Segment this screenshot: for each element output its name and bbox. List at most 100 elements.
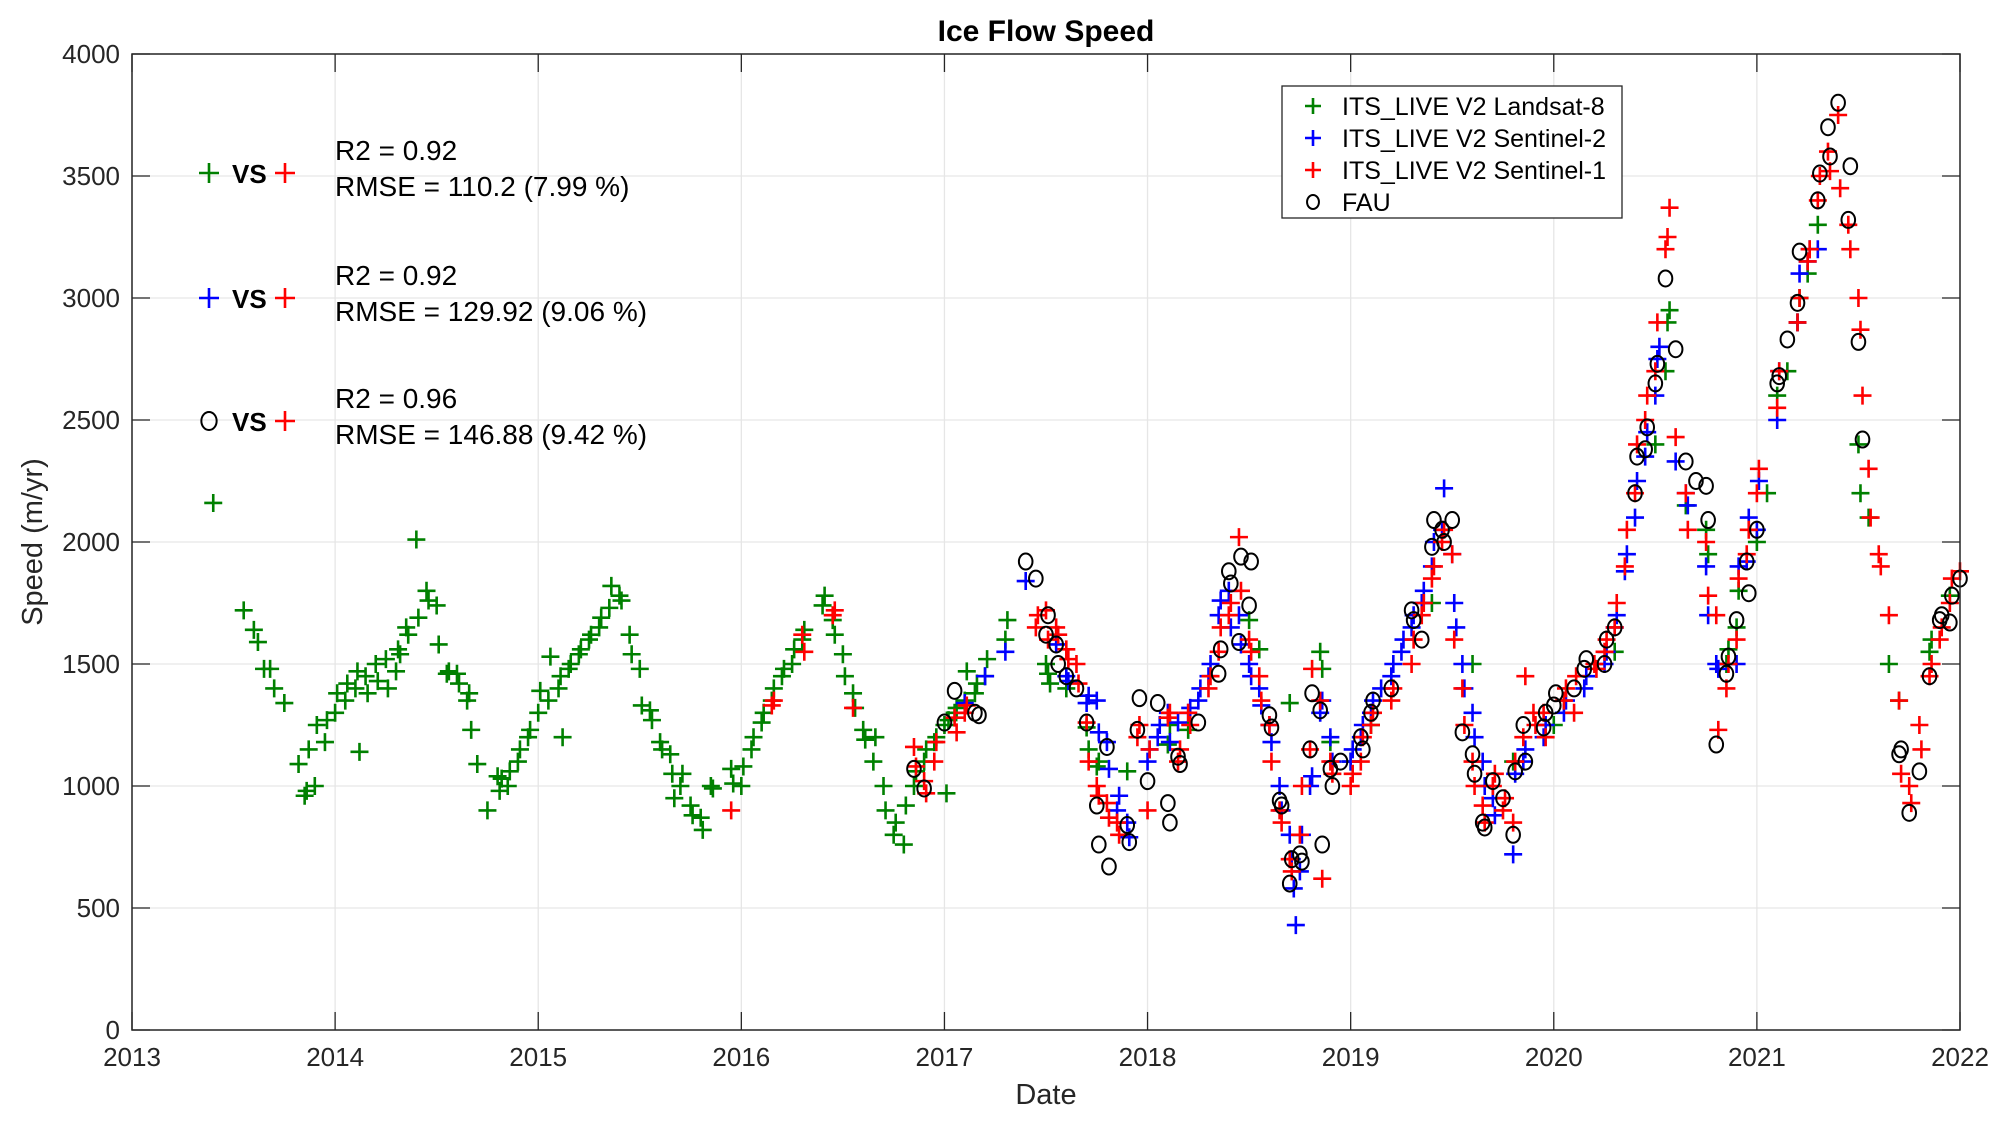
legend-plus-icon [1305, 130, 1321, 146]
plus-glyph [854, 720, 873, 739]
data-point-plus [1311, 642, 1330, 661]
data-point-plus [1727, 630, 1746, 649]
data-point-plus [1798, 252, 1817, 271]
data-point-plus [701, 777, 720, 795]
data-point-plus [1900, 777, 1919, 795]
plus-glyph [1079, 752, 1098, 771]
data-point-circle [1261, 706, 1278, 725]
data-point-circle [1700, 511, 1716, 530]
legend: ITS_LIVE V2 Landsat-8 ITS_LIVE V2 Sentine… [1281, 85, 1623, 219]
plus-glyph [1181, 716, 1200, 734]
data-point-plus [317, 711, 336, 730]
plus-glyph [1382, 691, 1401, 710]
data-point-circle [1050, 655, 1066, 673]
plus-glyph [1666, 428, 1685, 447]
legend-plus-icon [1305, 162, 1321, 178]
data-point-plus [602, 576, 621, 595]
data-point-plus [681, 796, 700, 815]
plus-glyph [1282, 862, 1301, 881]
plus-glyph [376, 650, 395, 669]
data-point-plus [1626, 508, 1645, 527]
data-point-plus [1861, 508, 1880, 527]
data-point-plus [622, 645, 641, 664]
data-point-plus [468, 755, 487, 774]
plus-glyph [1617, 520, 1636, 539]
data-point-circle [1485, 772, 1501, 791]
data-point-plus [1920, 642, 1939, 661]
data-point-circle [1850, 332, 1867, 351]
sentinel1-plus-icon [275, 411, 295, 431]
data-point-plus [261, 659, 280, 678]
data-point-plus [1067, 655, 1086, 673]
plus-glyph [1435, 520, 1454, 539]
data-point-circle [1657, 269, 1674, 288]
landsat-plus-icon [199, 163, 219, 183]
data-point-plus [1494, 801, 1512, 820]
data-point-plus [1087, 777, 1106, 795]
data-point-plus [1089, 786, 1108, 805]
data-point-plus [1676, 484, 1695, 503]
plus-glyph [409, 608, 428, 627]
data-point-plus [1229, 528, 1248, 547]
plus-glyph [1270, 801, 1289, 820]
data-point-circle [1263, 718, 1280, 737]
data-point-plus [1252, 691, 1271, 710]
plus-glyph [1849, 289, 1868, 307]
data-point-circle [1028, 569, 1044, 588]
plus-glyph [1343, 740, 1362, 759]
plus-glyph [1739, 520, 1758, 539]
data-point-plus [1808, 215, 1827, 234]
data-point-circle [1091, 835, 1107, 854]
data-point-circle [1893, 740, 1909, 759]
data-point-plus [478, 801, 497, 820]
data-point-plus [998, 611, 1017, 630]
data-point-plus [1922, 655, 1941, 673]
data-point-plus [856, 730, 875, 749]
plus-glyph [1851, 484, 1870, 503]
data-point-circle [1099, 737, 1115, 756]
data-point-plus [754, 703, 773, 722]
plus-glyph [876, 801, 895, 820]
legend-label: ITS_LIVE V2 Sentinel-2 [1342, 125, 1606, 153]
plus-glyph [429, 635, 448, 654]
plus-glyph [1089, 723, 1108, 742]
plus-glyph [1445, 594, 1464, 612]
data-point-plus [1504, 813, 1523, 832]
plus-glyph [683, 806, 702, 825]
data-point-plus [1851, 320, 1870, 339]
plus-glyph [600, 598, 619, 617]
data-point-circle [1223, 574, 1239, 593]
data-point-plus [1942, 569, 1961, 588]
data-point-plus [917, 784, 936, 803]
data-point-plus [531, 681, 550, 700]
plus-glyph [874, 777, 893, 795]
data-point-circle [1129, 720, 1146, 739]
data-point-plus [703, 779, 722, 798]
data-point-circle [1789, 293, 1806, 312]
plus-glyph [1290, 825, 1309, 844]
plus-glyph [1067, 655, 1086, 673]
plus-glyph [1221, 594, 1240, 612]
data-point-circle [1426, 511, 1442, 530]
plus-glyph [1788, 313, 1807, 332]
plus-glyph [1859, 459, 1878, 478]
data-point-circle [1515, 716, 1532, 734]
plus-glyph [1414, 594, 1433, 612]
plus-glyph [1089, 786, 1108, 805]
data-point-circle [1769, 374, 1785, 393]
plus-glyph [1422, 569, 1441, 588]
plus-glyph [1099, 759, 1118, 778]
plus-glyph [1707, 606, 1726, 625]
data-point-plus [795, 642, 814, 661]
data-point-plus [429, 635, 448, 654]
plus-glyph [1039, 630, 1058, 649]
legend-item: ITS_LIVE V2 Landsat-8 [1305, 93, 1605, 121]
data-point-plus [1617, 545, 1636, 564]
data-point-plus [734, 757, 753, 776]
legend-item: FAU [1306, 189, 1391, 217]
y-tick-label: 3000 [62, 283, 120, 313]
data-point-plus [1384, 679, 1403, 698]
plus-glyph [937, 784, 956, 803]
data-point-plus [439, 662, 458, 681]
plus-glyph [904, 737, 923, 756]
